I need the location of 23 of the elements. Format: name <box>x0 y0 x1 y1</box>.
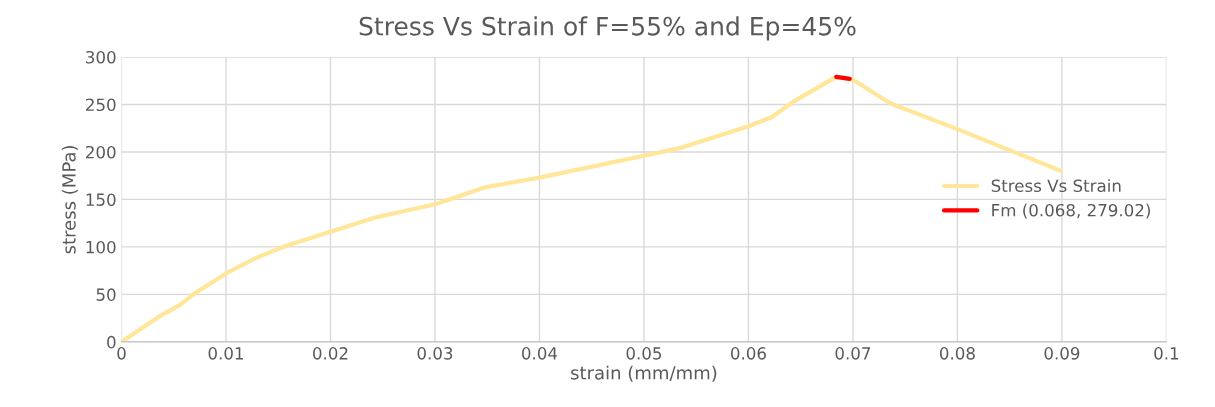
x-tick-label: 0.03 <box>417 347 453 360</box>
x-tick-label: 0.07 <box>835 347 871 360</box>
x-tick-label: 0.09 <box>1044 347 1080 360</box>
x-tick-label: 0.08 <box>939 347 975 360</box>
y-tick-label: 50 <box>96 288 116 301</box>
y-axis-title: stress (MPa) <box>61 145 78 254</box>
chart-title: Stress Vs Strain of F=55% and Ep=45% <box>359 16 856 41</box>
x-tick-label: 0 <box>117 347 126 360</box>
x-tick-label: 0.01 <box>208 347 244 360</box>
x-tick-label: 0.02 <box>313 347 348 360</box>
x-tick-label: 0.05 <box>626 347 662 360</box>
x-tick-label: 0.06 <box>730 347 766 360</box>
x-tick-label: 0.04 <box>522 347 558 360</box>
legend-label: Fm (0.068, 279.02) <box>992 203 1150 219</box>
y-tick-label: 150 <box>86 193 116 206</box>
y-tick-label: 100 <box>86 240 116 254</box>
y-tick-label: 250 <box>86 98 116 112</box>
legend-label: Stress Vs Strain <box>991 179 1121 193</box>
y-tick-label: 200 <box>86 145 116 159</box>
y-tick-label: 300 <box>86 50 116 64</box>
x-tick-label: 0.1 <box>1154 347 1179 360</box>
x-axis-title: strain (mm/mm) <box>571 365 717 382</box>
y-tick-label: 0 <box>107 335 116 349</box>
